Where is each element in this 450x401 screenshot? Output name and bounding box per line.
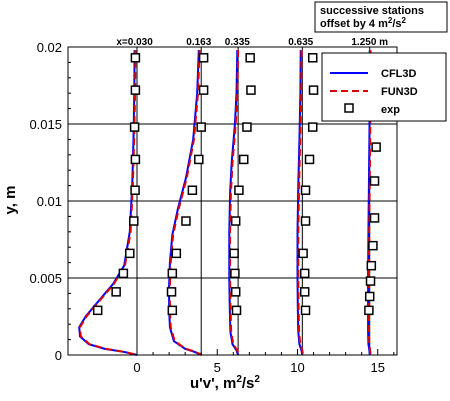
exp-point-45 bbox=[365, 276, 376, 286]
exp-point-42 bbox=[369, 213, 380, 223]
exp-point-21 bbox=[246, 85, 256, 95]
exp-point-44 bbox=[366, 260, 377, 271]
exp-point-22 bbox=[242, 122, 252, 132]
exp-point-32 bbox=[307, 122, 318, 132]
x-tick-label-2: 10 bbox=[290, 360, 304, 375]
exp-point-11 bbox=[198, 85, 209, 95]
exp-point-36 bbox=[298, 248, 308, 259]
exp-point-23 bbox=[238, 154, 249, 165]
exp-point-13 bbox=[194, 154, 204, 165]
y-tick-label-2: 0.01 bbox=[37, 194, 62, 209]
station-labels: x=0.030 0.163 0.335 0.635 1.250 m bbox=[116, 37, 388, 48]
exp-point-26 bbox=[229, 248, 239, 259]
station-label-0: x=0.030 bbox=[116, 37, 153, 48]
exp-point-9 bbox=[92, 305, 103, 316]
offset-note-line2: offset by 4 m2/s2 bbox=[320, 16, 407, 30]
legend: CFL3D FUN3D exp bbox=[321, 52, 447, 122]
x-tick-label-1: 5 bbox=[214, 360, 221, 375]
exp-point-28 bbox=[230, 287, 241, 297]
exp-point-39 bbox=[300, 305, 311, 316]
x-tick-label-0: 0 bbox=[133, 360, 140, 375]
exp-point-2 bbox=[129, 122, 140, 132]
marker-layer bbox=[92, 53, 381, 316]
exp-point-47 bbox=[364, 305, 374, 316]
exp-point-15 bbox=[181, 216, 191, 226]
exp-point-1 bbox=[130, 85, 141, 95]
exp-point-41 bbox=[369, 176, 380, 186]
offset-note: successive stations offset by 4 m2/s2 bbox=[314, 1, 448, 33]
y-tick-label-3: 0.015 bbox=[29, 117, 62, 132]
exp-point-27 bbox=[230, 268, 240, 279]
exp-point-3 bbox=[130, 154, 141, 165]
cfl3d-line-station-3 bbox=[296, 50, 304, 356]
legend-label-fun3d: FUN3D bbox=[381, 86, 418, 98]
exp-point-0 bbox=[130, 53, 141, 63]
exp-point-30 bbox=[307, 53, 318, 63]
exp-point-29 bbox=[231, 305, 242, 316]
legend-label-cfl3d: CFL3D bbox=[381, 68, 417, 80]
exp-point-4 bbox=[130, 185, 140, 195]
exp-point-24 bbox=[234, 185, 244, 195]
exp-point-43 bbox=[368, 240, 378, 251]
offset-note-line1: successive stations bbox=[320, 5, 424, 17]
exp-point-5 bbox=[129, 216, 139, 226]
exp-point-46 bbox=[364, 291, 375, 302]
y-tick-label-0: 0 bbox=[55, 348, 62, 363]
exp-point-40 bbox=[371, 142, 381, 152]
exp-point-7 bbox=[118, 268, 129, 279]
exp-point-37 bbox=[299, 268, 310, 279]
exp-point-17 bbox=[167, 268, 178, 279]
legend-marker-exp bbox=[344, 103, 354, 113]
y-tick-label-4: 0.02 bbox=[37, 40, 62, 55]
tick-layer: 0 5 10 15 0 0.005 0.01 0.015 0.02 bbox=[29, 40, 395, 375]
station-label-4: 1.250 m bbox=[351, 37, 388, 48]
exp-point-33 bbox=[304, 154, 315, 165]
station-label-2: 0.335 bbox=[225, 37, 250, 48]
exp-point-10 bbox=[198, 53, 209, 63]
legend-label-exp: exp bbox=[381, 104, 400, 116]
y-tick-label-1: 0.005 bbox=[29, 271, 62, 286]
x-tick-label-3: 15 bbox=[371, 360, 385, 375]
exp-point-34 bbox=[300, 185, 311, 195]
y-axis-title: y, m bbox=[2, 186, 19, 215]
exp-point-35 bbox=[300, 216, 311, 226]
exp-point-25 bbox=[230, 216, 241, 226]
exp-point-16 bbox=[171, 248, 182, 259]
exp-point-18 bbox=[166, 287, 177, 297]
exp-point-31 bbox=[308, 85, 319, 95]
station-label-1: 0.163 bbox=[186, 37, 211, 48]
exp-point-19 bbox=[167, 305, 178, 316]
exp-point-20 bbox=[245, 53, 255, 63]
fun3d-line-station-2 bbox=[229, 50, 240, 356]
x-axis-title: u'v', m2/s2 bbox=[190, 374, 260, 392]
exp-point-6 bbox=[125, 248, 135, 259]
exp-point-14 bbox=[187, 185, 198, 195]
exp-point-38 bbox=[299, 287, 310, 297]
exp-point-8 bbox=[111, 287, 121, 297]
station-label-3: 0.635 bbox=[288, 37, 313, 48]
exp-point-12 bbox=[196, 122, 206, 132]
